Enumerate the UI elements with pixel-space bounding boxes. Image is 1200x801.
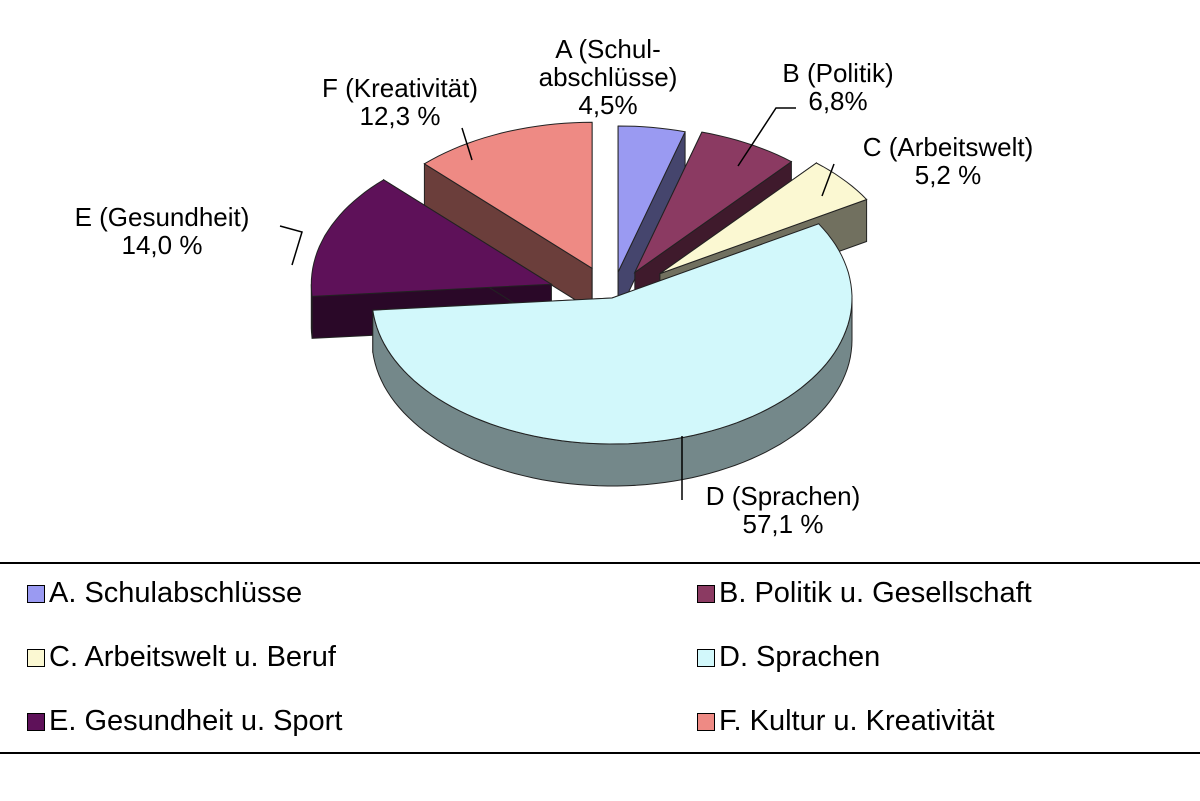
legend-swatch-c xyxy=(27,648,45,667)
pie-slice-a-top xyxy=(617,125,686,273)
legend-label-c: C. Arbeitswelt u. Beruf xyxy=(49,641,336,673)
slice-value-label-a: 4,5% xyxy=(578,90,637,120)
legend-bottom-rule xyxy=(0,752,1200,754)
slice-value-label-c: 5,2 % xyxy=(915,160,982,190)
legend: A. Schulabschlüsse B. Politik u. Gesells… xyxy=(0,563,1200,753)
leader-line-b xyxy=(737,107,796,167)
legend-item-b: B. Politik u. Gesellschaft xyxy=(697,579,1032,608)
legend-item-a: A. Schulabschlüsse xyxy=(27,579,302,608)
pie-slice-b-top xyxy=(633,131,793,274)
leader-line-e xyxy=(279,225,303,266)
slice-value-label-e: 14,0 % xyxy=(122,230,203,260)
slice-label-b: B (Politik) xyxy=(782,58,893,88)
legend-swatch-b xyxy=(697,584,715,603)
pie-slice-e-top xyxy=(310,179,553,297)
pie-slice-f xyxy=(423,121,593,312)
pie-chart: A (Schul-abschlüsse)4,5% B (Politik)6,8% C… xyxy=(75,34,1034,539)
slice-value-label-f: 12,3 % xyxy=(360,101,441,131)
legend-label-b: B. Politik u. Gesellschaft xyxy=(719,577,1032,609)
slice-value-label-d: 57,1 % xyxy=(743,509,824,539)
legend-label-a: A. Schulabschlüsse xyxy=(49,577,303,609)
legend-item-d: D. Sprachen xyxy=(697,643,880,672)
pie-slice-c-top xyxy=(659,162,868,275)
pie-slice-d-top xyxy=(372,223,853,445)
slice-value-label-b: 6,8% xyxy=(808,86,867,116)
legend-label-e: E. Gesundheit u. Sport xyxy=(49,705,343,737)
slice-label-a-line-0: A (Schul- xyxy=(555,34,661,64)
legend-item-c: C. Arbeitswelt u. Beruf xyxy=(27,643,336,672)
legend-top-rule xyxy=(0,562,1200,564)
slice-label-e: E (Gesundheit) xyxy=(75,202,250,232)
slice-label-c: C (Arbeitswelt) xyxy=(863,132,1033,162)
legend-swatch-a xyxy=(27,584,45,603)
legend-item-f: F. Kultur u. Kreativität xyxy=(697,707,995,736)
legend-swatch-f xyxy=(697,712,715,731)
legend-swatch-e xyxy=(27,712,45,731)
legend-label-d: D. Sprachen xyxy=(719,641,881,673)
legend-label-f: F. Kultur u. Kreativität xyxy=(719,705,995,737)
slice-label-a-line-1: abschlüsse) xyxy=(539,62,678,92)
slice-label-d: D (Sprachen) xyxy=(706,481,861,511)
legend-item-e: E. Gesundheit u. Sport xyxy=(27,707,342,736)
legend-swatch-d xyxy=(697,648,715,667)
pie-slice-d xyxy=(372,223,853,487)
leader-line-f xyxy=(461,127,473,161)
slice-label-f: F (Kreativität) xyxy=(322,73,478,103)
pie-slice-f-top xyxy=(423,121,593,270)
leader-line-c xyxy=(821,163,835,197)
pie-slice-a xyxy=(617,125,686,315)
